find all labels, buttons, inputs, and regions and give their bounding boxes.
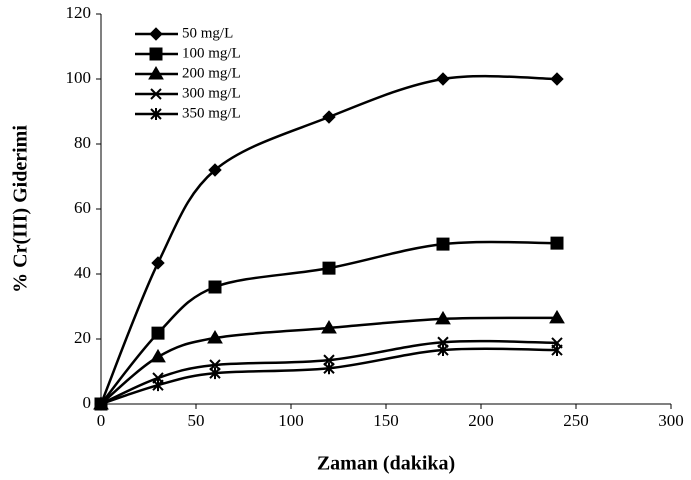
- marker: [209, 359, 221, 371]
- x-tick-label: 250: [563, 411, 589, 430]
- marker: [321, 319, 337, 334]
- legend-marker: [148, 66, 164, 80]
- marker: [550, 236, 564, 250]
- legend-label: 350 mg/L: [182, 105, 241, 121]
- marker: [322, 110, 336, 124]
- marker: [152, 379, 164, 392]
- y-tick-label: 40: [74, 263, 91, 282]
- legend-label: 50 mg/L: [182, 25, 233, 41]
- marker: [323, 354, 335, 366]
- marker: [322, 261, 336, 275]
- y-tick-label: 120: [66, 3, 92, 22]
- x-tick-label: 50: [188, 411, 205, 430]
- marker: [435, 310, 451, 325]
- legend-marker: [149, 47, 163, 61]
- legend-marker: [149, 27, 163, 41]
- x-tick-label: 0: [97, 411, 106, 430]
- y-tick-label: 60: [74, 198, 91, 217]
- y-tick-label: 20: [74, 328, 91, 347]
- legend-marker: [150, 108, 162, 120]
- marker: [551, 344, 563, 357]
- marker: [95, 398, 107, 410]
- x-axis-label: Zaman (dakika): [317, 453, 455, 475]
- marker: [151, 256, 165, 270]
- y-tick-label: 100: [66, 68, 92, 87]
- legend-label: 200 mg/L: [182, 65, 241, 81]
- y-tick-label: 0: [83, 393, 92, 412]
- marker: [150, 348, 166, 363]
- marker: [151, 326, 165, 340]
- x-tick-label: 300: [658, 411, 684, 430]
- x-tick-label: 150: [373, 411, 399, 430]
- y-tick-label: 80: [74, 133, 91, 152]
- marker: [436, 237, 450, 251]
- marker: [208, 163, 222, 177]
- legend-label: 100 mg/L: [182, 45, 241, 61]
- legend-marker: [150, 88, 162, 100]
- marker: [208, 280, 222, 294]
- x-tick-label: 200: [468, 411, 494, 430]
- marker: [549, 309, 565, 324]
- series-line: [100, 347, 558, 406]
- marker: [436, 72, 450, 86]
- legend-label: 300 mg/L: [182, 85, 241, 101]
- marker: [323, 362, 335, 375]
- marker: [550, 72, 564, 86]
- marker: [209, 367, 221, 380]
- y-axis-label: % Cr(III) Giderimi: [10, 125, 32, 293]
- marker: [207, 330, 223, 344]
- x-tick-label: 100: [278, 411, 304, 430]
- marker: [437, 344, 449, 357]
- series-line: [99, 74, 558, 405]
